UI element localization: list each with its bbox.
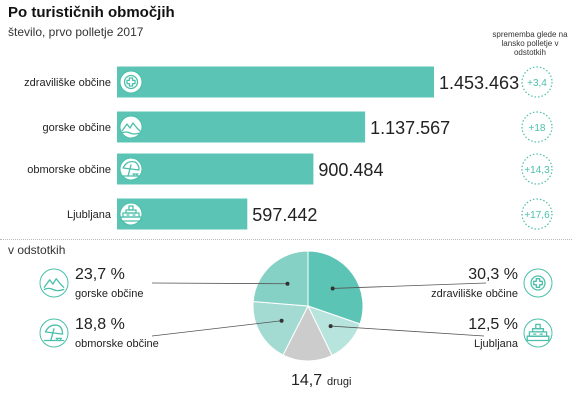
pie-category-label-zdraviliske: zdraviliške občine xyxy=(431,288,518,300)
bar-category-label: zdraviliške občine xyxy=(24,77,111,89)
ljubljana-castle-icon xyxy=(120,205,142,222)
mountain-icon xyxy=(43,278,65,292)
change-value-label: +18 xyxy=(529,123,546,134)
bar-icon-bg-zdraviliske xyxy=(119,70,143,94)
pie-value-label-drugi: 14,7 xyxy=(291,372,322,389)
ljubljana-castle-icon-circle xyxy=(523,318,553,348)
bar-category-label: Ljubljana xyxy=(67,209,112,221)
change-header: sprememba glede na lansko polletje v ods… xyxy=(492,30,568,57)
percent-header: v odstotkih xyxy=(8,243,66,257)
change-badge xyxy=(521,198,553,230)
pie-category-label-obmorske: obmorske občine xyxy=(75,338,159,350)
change-value-label: +14,3 xyxy=(524,165,550,176)
bar-category-label: obmorske občine xyxy=(27,164,111,176)
pie-slice-drugi xyxy=(282,304,333,362)
chart-subtitle: število, prvo polletje 2017 xyxy=(8,25,144,39)
mountain-icon xyxy=(121,122,141,135)
beach-umbrella-icon xyxy=(121,160,141,177)
leader-dot xyxy=(330,286,335,291)
bar-value-label: 1.453.463 xyxy=(439,73,519,93)
medical-cross-icon xyxy=(530,275,546,291)
leader-dot xyxy=(279,318,284,323)
bar-value-label: 900.484 xyxy=(318,160,383,180)
section-divider xyxy=(0,239,572,240)
pie-value-label-obmorske: 18,8 % xyxy=(75,316,125,333)
leader-line xyxy=(151,320,282,337)
leader-line xyxy=(330,325,485,337)
change-value-label: +17,6 xyxy=(524,210,550,221)
pie-category-label-gorske: gorske občine xyxy=(75,288,144,300)
pie-value-label-zdraviliske: 30,3 % xyxy=(468,266,518,283)
pie-slice-gorske xyxy=(252,250,309,307)
pie-category-label-ljubljana: Ljubljana xyxy=(474,338,519,350)
medical-cross-icon-circle xyxy=(523,268,553,298)
leader-dot xyxy=(328,324,333,329)
change-badge xyxy=(521,66,553,98)
change-badge xyxy=(521,111,553,143)
bar-value-label: 1.137.567 xyxy=(370,118,450,138)
ljubljana-castle-icon xyxy=(526,323,550,342)
leader-dot xyxy=(285,281,290,286)
pie-value-label-ljubljana: 12,5 % xyxy=(468,316,518,333)
leader-line xyxy=(332,282,487,289)
change-badge xyxy=(521,153,553,185)
leader-line xyxy=(151,282,288,285)
chart-title: Po turističnih območjih xyxy=(8,4,175,21)
bar-value-label: 597.442 xyxy=(252,205,317,225)
pie-value-label-gorske: 23,7 % xyxy=(75,266,125,283)
bar-gorske xyxy=(117,111,366,143)
pie-slice-obmorske xyxy=(252,300,309,356)
beach-umbrella-icon xyxy=(43,324,65,342)
bar-icon-bg-ljubljana xyxy=(119,202,143,226)
pie-category-label-drugi: drugi xyxy=(327,376,351,388)
medical-cross-icon xyxy=(123,74,139,90)
change-value-label: +3,4 xyxy=(527,78,547,89)
bar-zdraviliske xyxy=(117,66,434,98)
bar-obmorske xyxy=(117,153,314,185)
bar-category-label: gorske občine xyxy=(43,122,112,134)
pie-slice-zdraviliske xyxy=(307,250,364,325)
